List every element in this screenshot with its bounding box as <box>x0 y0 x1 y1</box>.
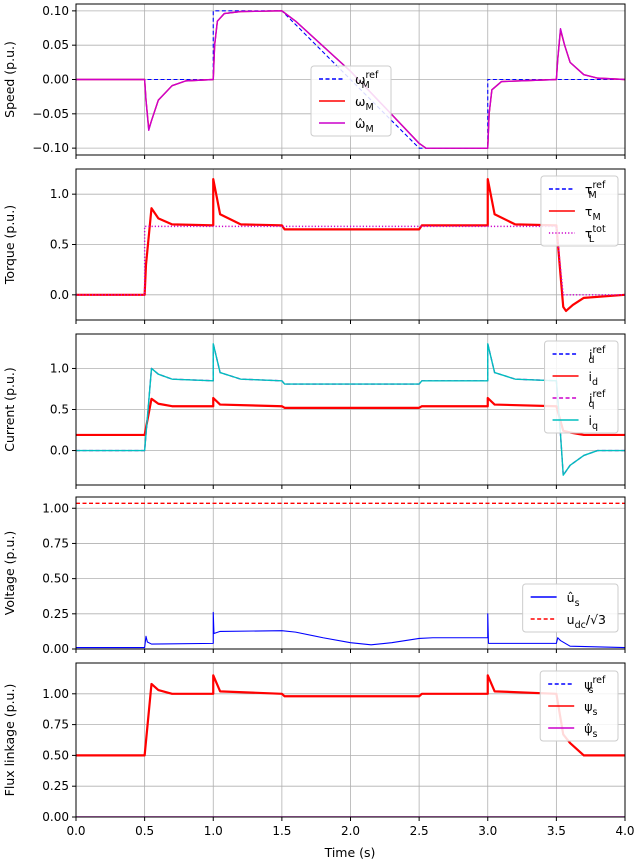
y-tick-label: 1.0 <box>50 361 69 375</box>
y-axis-label: Speed (p.u.) <box>2 41 17 118</box>
series-line-3 <box>76 225 625 296</box>
y-tick-label: 0.00 <box>42 810 69 824</box>
y-axis-label: Current (p.u.) <box>2 367 17 451</box>
y-tick-label: 0.00 <box>42 73 69 87</box>
y-tick-label: 0.50 <box>42 748 69 762</box>
legend-box <box>544 340 619 434</box>
y-tick-label: 0.75 <box>42 536 69 550</box>
y-tick-label: 0.75 <box>42 718 69 732</box>
legend-box <box>522 583 619 633</box>
x-tick-label: 0.0 <box>66 824 85 838</box>
y-tick-label: 0.25 <box>42 607 69 621</box>
x-tick-label: 3.0 <box>478 824 497 838</box>
y-tick-label: 1.00 <box>42 501 69 515</box>
series-line-1 <box>76 611 625 649</box>
legend-label: iq <box>589 413 599 432</box>
panel-4: 0.00 0.25 0.50 0.75 1.00 Voltage (p.u.) ûsudc/… <box>2 496 626 656</box>
y-tick-label: 0.5 <box>50 238 69 252</box>
y-tick-label: 0.05 <box>42 38 69 52</box>
x-tick-label: 0.5 <box>135 824 154 838</box>
x-tick-label: 2.0 <box>341 824 360 838</box>
y-tick-label: 0.25 <box>42 779 69 793</box>
y-tick-label: 0.0 <box>50 444 69 458</box>
y-tick-label: −0.05 <box>32 107 69 121</box>
legend-box <box>540 175 619 247</box>
legend-label: id <box>589 369 599 388</box>
legend-box <box>539 670 619 742</box>
series-group <box>76 502 625 649</box>
y-axis-label: Torque (p.u.) <box>2 205 17 285</box>
y-tick-label: −0.10 <box>32 141 69 155</box>
panels: −0.10 −0.05 0.00 0.05 0.10 Speed (p.u.) ωref Mω… <box>2 3 635 838</box>
x-tick-label: 1.5 <box>272 824 291 838</box>
y-tick-label: 1.0 <box>50 187 69 201</box>
y-axis-label: Voltage (p.u.) <box>2 531 17 615</box>
y-tick-label: 0.50 <box>42 572 69 586</box>
series-line-4 <box>76 343 625 476</box>
y-axis-label: Flux linkage (p.u.) <box>2 684 17 797</box>
panel-1: −0.10 −0.05 0.00 0.05 0.10 Speed (p.u.) ωref Mω… <box>2 3 626 159</box>
x-tick-label: 1.0 <box>204 824 223 838</box>
x-tick-label: 2.5 <box>410 824 429 838</box>
x-tick-label: 4.0 <box>615 824 634 838</box>
y-tick-label: 0.5 <box>50 403 69 417</box>
y-tick-label: 0.10 <box>42 4 69 18</box>
y-tick-label: 0.0 <box>50 288 69 302</box>
panel-5: 0.00 0.25 0.50 0.75 1.00 0.0 0.5 1.0 1.5 2.0 2.5 3.… <box>2 662 635 838</box>
series-group <box>76 177 625 313</box>
y-tick-label: 1.00 <box>42 687 69 701</box>
series-line-2 <box>76 177 625 313</box>
x-tick-label: 3.5 <box>547 824 566 838</box>
series-line-3 <box>76 10 625 149</box>
y-tick-label: 0.00 <box>42 642 69 656</box>
series-group <box>76 10 625 149</box>
legend-box <box>310 65 392 137</box>
x-axis-label: Time (s) <box>324 845 376 860</box>
